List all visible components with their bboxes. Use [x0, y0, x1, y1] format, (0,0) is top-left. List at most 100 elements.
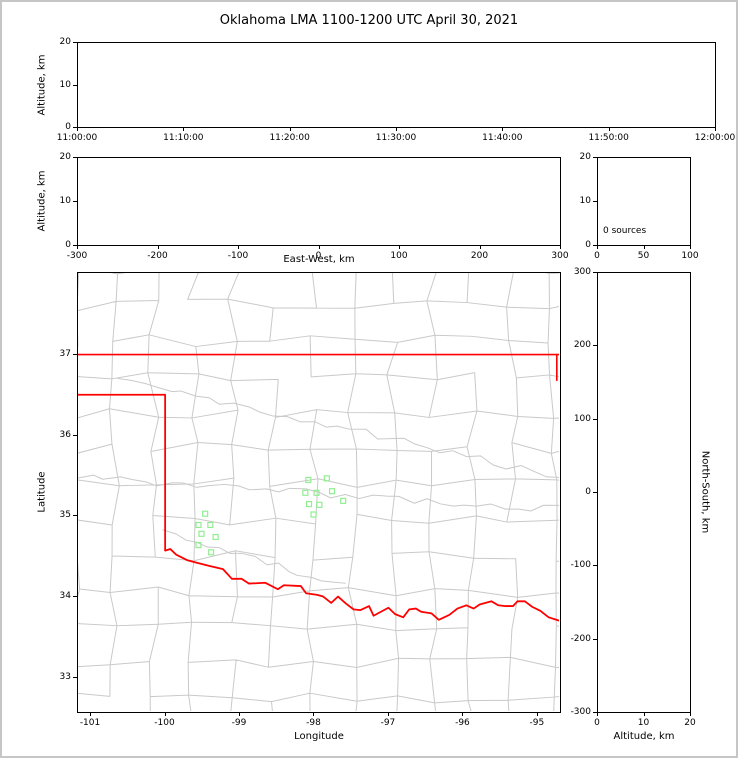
tick-mark: [73, 42, 77, 43]
tick-mark: [593, 418, 597, 420]
tick-label: 50: [637, 251, 650, 261]
tick-label: 300: [573, 267, 591, 277]
tick-label: -98: [306, 718, 321, 728]
tick-label: 100: [681, 251, 699, 261]
tick-mark: [479, 245, 481, 249]
sources-count-annotation: 0 sources: [603, 226, 647, 236]
tick-mark: [73, 127, 77, 128]
tick-mark: [608, 127, 610, 131]
tick-mark: [593, 345, 597, 347]
tick-label: 200: [573, 340, 591, 351]
tick-mark: [690, 712, 691, 716]
tick-mark: [77, 127, 78, 131]
tick-label: 200: [470, 251, 489, 261]
tick-mark: [399, 245, 400, 249]
tick-label: 0: [315, 251, 322, 261]
tick-mark: [77, 245, 78, 249]
tick-mark: [593, 157, 597, 158]
tick-label: 20: [579, 152, 591, 162]
tick-label: 100: [390, 251, 408, 261]
tick-mark: [73, 353, 77, 355]
tick-label: 10: [579, 196, 591, 206]
ns-panel-ylabel: North-South, km: [699, 450, 711, 534]
tick-mark: [536, 712, 538, 716]
tick-label: -200: [570, 633, 591, 644]
tick-label: 10: [59, 79, 71, 90]
tick-label: 0: [594, 718, 600, 728]
map-xlabel: Longitude: [294, 731, 344, 742]
tick-label: -100: [154, 718, 175, 728]
tick-label: 10: [637, 718, 650, 728]
tick-label: 0: [594, 251, 600, 261]
time-altitude-panel: [77, 42, 716, 128]
tick-label: -300: [570, 707, 591, 717]
tick-label: -97: [380, 718, 396, 728]
ew-panel-xlabel: East-West, km: [283, 254, 355, 265]
tick-label: 11:50:00: [588, 133, 629, 143]
tick-mark: [73, 596, 77, 598]
northsouth-altitude-panel: [597, 272, 691, 713]
tick-mark: [593, 245, 597, 246]
map-panel: [77, 272, 561, 713]
tick-mark: [73, 157, 77, 158]
figure-title: Oklahoma LMA 1100-1200 UTC April 30, 202…: [219, 13, 519, 28]
tick-label: 0: [585, 240, 591, 250]
tick-mark: [183, 127, 185, 131]
tick-label: 12:00:00: [694, 133, 736, 143]
tick-label: -101: [79, 718, 101, 728]
tick-label: 11:20:00: [269, 133, 310, 143]
tick-label: -300: [66, 251, 88, 261]
tick-label: -96: [455, 718, 470, 728]
tick-label: -100: [227, 251, 249, 261]
tick-mark: [318, 245, 320, 249]
tick-label: 35: [59, 510, 71, 521]
tick-mark: [593, 272, 597, 273]
tick-label: 0: [65, 122, 71, 132]
tick-mark: [715, 127, 716, 131]
tick-label: -99: [231, 718, 247, 728]
tick-label: 20: [684, 718, 696, 728]
tick-mark: [73, 676, 77, 678]
tick-label: 37: [59, 348, 71, 359]
altitude-histogram-panel: [597, 157, 691, 246]
tick-label: 11:30:00: [375, 133, 417, 143]
tick-label: 11:10:00: [163, 133, 204, 143]
tick-mark: [73, 245, 77, 246]
tick-label: 33: [59, 671, 71, 682]
tick-mark: [90, 712, 92, 716]
tick-label: 10: [59, 196, 71, 206]
tick-mark: [73, 201, 77, 202]
tick-mark: [690, 245, 691, 249]
tick-mark: [157, 245, 159, 249]
tick-label: 36: [59, 429, 71, 440]
tick-label: -95: [529, 718, 545, 728]
tick-label: 300: [551, 251, 569, 261]
tick-mark: [560, 245, 561, 249]
map-ylabel: Latitude: [36, 471, 48, 513]
tick-label: 11:40:00: [482, 133, 523, 143]
tick-mark: [593, 712, 597, 713]
tick-mark: [643, 712, 645, 716]
tick-label: -100: [570, 560, 591, 571]
tick-mark: [73, 515, 77, 517]
tick-mark: [643, 245, 645, 249]
ns-panel-xlabel: Altitude, km: [613, 731, 675, 742]
tick-label: 20: [59, 152, 71, 162]
tick-mark: [313, 712, 315, 716]
tick-label: 0: [65, 240, 71, 250]
tick-label: -200: [147, 251, 168, 261]
tick-mark: [593, 492, 597, 493]
tick-mark: [73, 84, 77, 86]
tick-mark: [396, 127, 397, 131]
tick-mark: [73, 434, 77, 436]
tick-mark: [164, 712, 166, 716]
tick-mark: [238, 712, 240, 716]
tick-mark: [502, 127, 504, 131]
tick-mark: [593, 565, 597, 567]
tick-label: 34: [59, 591, 71, 602]
eastwest-altitude-panel: [77, 157, 561, 246]
tick-label: 20: [59, 37, 71, 47]
tick-label: 11:00:00: [56, 133, 98, 143]
tick-mark: [289, 127, 291, 131]
